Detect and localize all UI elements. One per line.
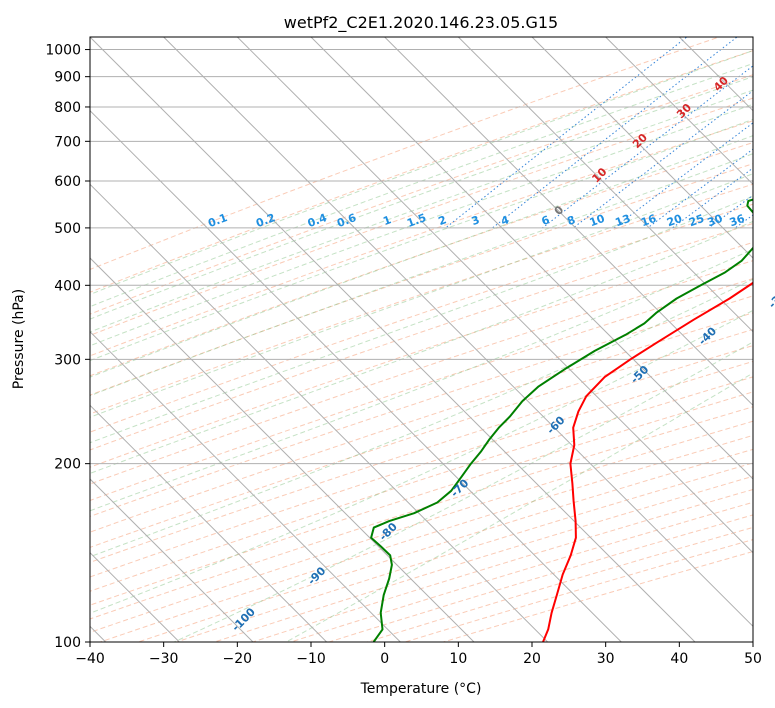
y-tick-label: 200 — [54, 457, 81, 473]
plot-frame — [89, 36, 754, 643]
mixing-ratio-label: 10 — [588, 212, 607, 230]
moist-adiabat-line — [90, 50, 753, 296]
dry-adiabat-line — [90, 183, 753, 415]
y-tick-label: 1000 — [45, 43, 81, 59]
x-tick-label: −40 — [75, 651, 105, 667]
isotherm-gridline — [90, 257, 475, 642]
moist-adiabat-line — [90, 153, 753, 397]
dry-adiabat-line — [136, 448, 753, 642]
isotherm-gridline — [90, 404, 328, 642]
moist-adiabat-line — [90, 173, 753, 418]
x-axis-label: Temperature (°C) — [360, 681, 482, 697]
moist-adiabat-line — [90, 220, 753, 474]
moist-adiabat-line — [90, 195, 753, 444]
mixing-ratio-label: 2 — [437, 213, 449, 228]
dry-adiabat-line — [90, 312, 753, 533]
x-tick-label: 10 — [449, 651, 467, 667]
x-tick-label: −30 — [149, 651, 179, 667]
isotherm-gridline — [90, 183, 549, 642]
chart-title: wetPf2_C2E1.2020.146.23.05.G15 — [284, 13, 558, 33]
isotherm-gridline — [384, 37, 753, 407]
series-layer — [370, 198, 753, 642]
temperature-profile-line — [542, 281, 753, 642]
x-tick-label: 40 — [670, 651, 688, 667]
x-tick-label: 20 — [523, 651, 541, 667]
mixing-ratio-label: 0.4 — [306, 211, 329, 230]
dry-adiabat-line — [365, 526, 753, 642]
mixing-ratio-label: 1.5 — [405, 211, 428, 230]
mixing-ratio-label: 0.6 — [335, 211, 358, 230]
x-tick-label: −10 — [296, 651, 326, 667]
moist-adiabat-line — [90, 103, 753, 347]
plot-background — [90, 37, 753, 642]
moist-adiabat-line — [90, 248, 753, 512]
isotherm-gridline — [90, 478, 254, 642]
moist-adiabat-line — [90, 118, 753, 362]
moist-adiabat-line — [90, 63, 753, 308]
mixing-ratio-label: 8 — [565, 213, 577, 228]
dry-adiabat-line — [90, 420, 753, 633]
y-tick-label: 300 — [54, 352, 81, 368]
moist-adiabat-line — [90, 278, 753, 558]
isotherm-gridline — [531, 37, 753, 259]
dry-adiabat-line — [90, 260, 753, 485]
isotherm-gridline — [163, 37, 753, 628]
mixing-ratio-label: 20 — [665, 212, 684, 230]
mixing-ratio-label: 36 — [728, 212, 747, 230]
isotherm-gridline — [236, 37, 753, 554]
dry-adiabat-line — [90, 50, 753, 293]
x-tick-label: 0 — [380, 651, 389, 667]
mixing-ratio-label: 3 — [470, 213, 482, 228]
mixing-ratio-label: 16 — [639, 212, 658, 230]
isotherm-gridline — [310, 37, 753, 480]
isotherm-gridline — [90, 37, 696, 642]
mixing-ratio-label: 0.1 — [206, 211, 229, 230]
y-axis-label: Pressure (hPa) — [11, 289, 27, 389]
mixing-ratio-label: 13 — [613, 212, 632, 229]
background-lines — [90, 37, 753, 642]
moist-adiabat-line — [172, 341, 753, 642]
dry-adiabat-line — [90, 241, 753, 468]
dry-adiabat-line — [174, 462, 753, 642]
dry-adiabat-line — [90, 295, 753, 517]
y-tick-label: 800 — [54, 100, 81, 116]
mixing-ratio-label: 1 — [381, 213, 393, 228]
dry-adiabat-line — [90, 406, 753, 620]
y-tick-label: 700 — [54, 134, 81, 150]
y-tick-label: 500 — [54, 221, 81, 237]
y-tick-label: 900 — [54, 70, 81, 86]
plot-area: -100-90-80-70-60-50-40-30-20-10010203040… — [89, 36, 775, 643]
dry-adiabat-line — [90, 37, 721, 271]
dry-adiabat-line — [98, 434, 753, 642]
dry-adiabat-line — [90, 97, 753, 336]
y-tick-label: 400 — [54, 278, 81, 294]
y-tick-label: 100 — [54, 635, 81, 651]
x-tick-label: 30 — [597, 651, 615, 667]
isotherm-gridline — [90, 109, 622, 642]
mixing-ratio-label: 25 — [687, 212, 706, 229]
dry-adiabat-line — [90, 163, 753, 396]
x-tick-label: −20 — [223, 651, 253, 667]
mixing-ratio-label: 4 — [499, 213, 511, 228]
mixing-ratio-label: 6 — [540, 213, 552, 228]
x-tick-label: 50 — [744, 651, 762, 667]
moist-adiabat-line — [90, 76, 753, 320]
isotherm-gridline — [90, 330, 401, 642]
y-axis: 100 200 300 400 500 600 700 800 900 1000 — [45, 43, 90, 651]
dry-adiabat-line — [213, 475, 753, 642]
dry-adiabat-line — [90, 120, 753, 357]
moist-adiabat-line — [90, 135, 753, 378]
dry-adiabat-line — [90, 74, 753, 315]
isotherm-gridline — [457, 37, 753, 333]
dewpoint-profile-line — [370, 198, 753, 642]
mixing-ratio-label: 0.2 — [254, 211, 277, 230]
isotherm-gridline — [605, 37, 753, 186]
dry-adiabat-line — [441, 551, 753, 642]
mixing-ratio-label: 30 — [706, 212, 725, 230]
isotherm-gridline — [752, 37, 753, 38]
y-tick-label: 600 — [54, 174, 81, 190]
dry-adiabat-label: -30 — [766, 288, 775, 311]
x-axis: −40 −30 −20 −10 0 10 20 30 40 50 — [75, 642, 762, 667]
